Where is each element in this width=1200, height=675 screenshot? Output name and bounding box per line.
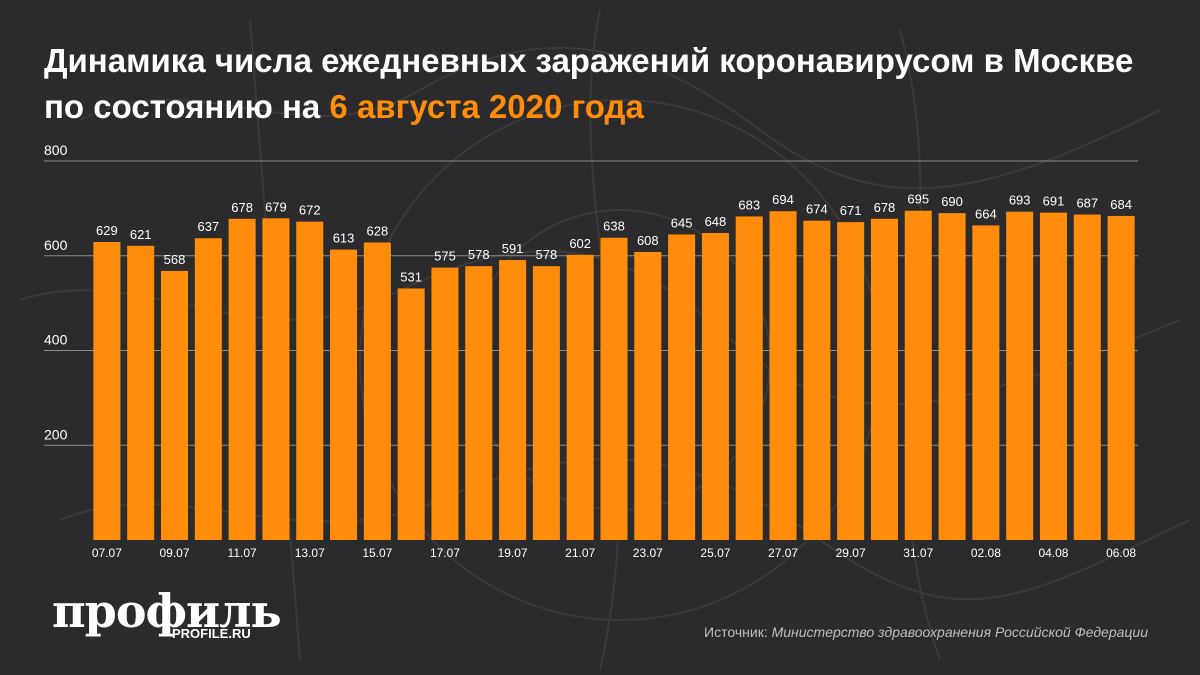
data-label: 613 xyxy=(333,231,355,246)
chart-title: Динамика числа ежедневных заражений коро… xyxy=(44,38,1164,130)
x-tick-label: 17.07 xyxy=(430,546,460,560)
bar xyxy=(363,242,391,541)
data-label: 693 xyxy=(1009,193,1031,208)
data-labels: 629 621 568 637 678 679 672 613 628 531 575 578 591 5… xyxy=(96,192,1132,285)
source-value: Министерство здравоохранения Российской … xyxy=(771,624,1148,640)
bar xyxy=(127,245,155,540)
x-tick-label: 04.08 xyxy=(1038,546,1068,560)
data-label: 671 xyxy=(840,203,862,218)
data-label: 602 xyxy=(569,236,591,251)
bar xyxy=(93,242,121,541)
source-label: Источник: xyxy=(704,624,772,640)
bar xyxy=(1107,215,1135,540)
bar xyxy=(701,233,729,540)
data-label: 648 xyxy=(705,214,727,229)
data-label: 578 xyxy=(468,247,490,262)
data-label: 578 xyxy=(536,247,558,262)
bars xyxy=(93,210,1135,541)
x-tick-label: 23.07 xyxy=(633,546,663,560)
data-label: 568 xyxy=(164,252,186,267)
y-tick-label: 400 xyxy=(44,332,68,348)
x-tick-label: 19.07 xyxy=(498,546,528,560)
y-tick-label: 600 xyxy=(44,237,68,253)
bar xyxy=(735,216,763,540)
profile-logo: профиль xyxy=(52,584,282,638)
data-label: 678 xyxy=(874,200,896,215)
bar xyxy=(431,267,459,540)
bar xyxy=(532,266,560,540)
bar xyxy=(1039,212,1068,541)
x-tick-label: 15.07 xyxy=(362,546,392,560)
data-label: 672 xyxy=(299,203,321,218)
y-tick-label: 200 xyxy=(44,426,68,442)
bar xyxy=(904,210,932,540)
data-label: 621 xyxy=(130,227,152,242)
bar xyxy=(296,221,324,540)
bar xyxy=(566,254,594,541)
bar xyxy=(262,218,290,541)
data-label: 684 xyxy=(1110,197,1132,212)
data-label: 694 xyxy=(772,192,794,207)
x-tick-label: 11.07 xyxy=(228,546,257,560)
data-label: 531 xyxy=(400,269,422,284)
bar xyxy=(769,211,797,540)
data-label: 629 xyxy=(96,223,118,238)
bar xyxy=(972,225,1000,540)
profile-logo-url: PROFILE.RU xyxy=(172,626,251,641)
data-label: 628 xyxy=(367,223,389,238)
bar xyxy=(397,288,425,540)
bar xyxy=(160,270,189,540)
data-label: 695 xyxy=(907,192,929,207)
source-note: Источник: Министерство здравоохранения Р… xyxy=(704,624,1148,640)
y-tick-label: 800 xyxy=(44,142,68,158)
data-label: 679 xyxy=(265,199,287,214)
bar xyxy=(870,218,898,541)
x-tick-label: 27.07 xyxy=(768,546,798,560)
x-tick-label: 09.07 xyxy=(160,546,190,560)
x-tick-label: 21.07 xyxy=(565,546,595,560)
bar xyxy=(668,234,696,540)
bar xyxy=(330,249,358,540)
x-tick-label: 07.07 xyxy=(92,546,122,560)
data-label: 645 xyxy=(671,215,693,230)
bar xyxy=(837,222,865,540)
bar xyxy=(228,218,256,541)
bar xyxy=(499,260,527,540)
x-tick-label: 13.07 xyxy=(295,546,325,560)
bar xyxy=(600,237,628,540)
x-tick-label: 06.08 xyxy=(1106,546,1136,560)
data-label: 637 xyxy=(197,219,219,234)
x-tick-label: 31.07 xyxy=(903,546,933,560)
bar xyxy=(803,220,831,540)
data-label: 678 xyxy=(231,200,253,215)
data-label: 674 xyxy=(806,202,828,217)
data-label: 687 xyxy=(1076,196,1098,211)
data-label: 664 xyxy=(975,206,997,221)
x-tick-label: 25.07 xyxy=(700,546,730,560)
data-label: 591 xyxy=(502,241,524,256)
data-label: 608 xyxy=(637,233,659,248)
x-tick-label: 02.08 xyxy=(971,546,1001,560)
data-label: 683 xyxy=(738,197,760,212)
chart-title-date: 6 августа 2020 года xyxy=(329,88,644,125)
x-axis-ticks: 07.07 09.07 11.07 13.07 15.07 17.07 19.07 21.07… xyxy=(92,546,1137,560)
bar xyxy=(194,238,222,540)
data-label: 691 xyxy=(1043,194,1065,209)
x-tick-label: 29.07 xyxy=(836,546,866,560)
data-label: 638 xyxy=(603,219,625,234)
y-axis-ticks: 200 400 600 800 xyxy=(44,142,68,442)
bar xyxy=(1006,211,1034,540)
bar xyxy=(1073,214,1101,540)
bar xyxy=(634,251,662,540)
bar xyxy=(465,266,493,540)
data-label: 575 xyxy=(434,249,456,264)
chart-title-main: Динамика числа ежедневных заражений коро… xyxy=(44,42,1134,125)
bar xyxy=(938,213,966,541)
data-label: 690 xyxy=(941,194,963,209)
